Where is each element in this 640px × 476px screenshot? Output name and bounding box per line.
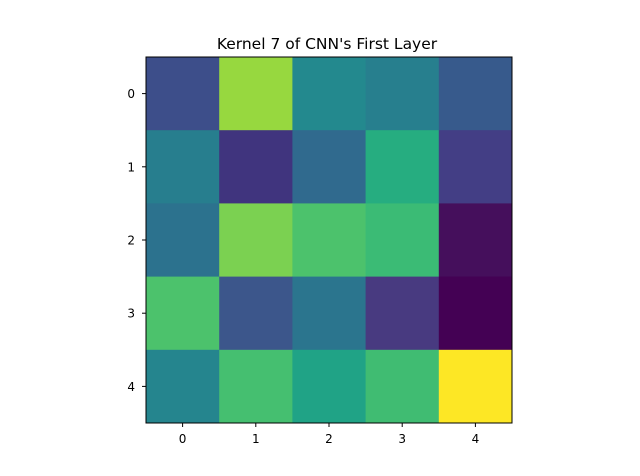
heatmap-cell-r4-c3: [365, 349, 440, 424]
heatmap-cell-r2-c0: [146, 203, 220, 278]
heatmap-cell-r4-c2: [292, 349, 367, 424]
heatmap-cell-r3-c1: [219, 276, 293, 351]
heatmap-cell-r0-c1: [219, 57, 293, 131]
heatmap-cell-r4-c0: [146, 349, 220, 424]
y-tick-label: 1: [127, 160, 135, 174]
heatmap-cell-r2-c2: [292, 203, 367, 278]
heatmap-cell-r0-c3: [365, 57, 440, 131]
heatmap-cell-r3-c0: [146, 276, 220, 351]
x-tick-label: 1: [252, 432, 260, 446]
y-tick-label: 0: [127, 87, 135, 101]
x-tick-label: 3: [398, 432, 406, 446]
heatmap-cell-r2-c3: [365, 203, 440, 278]
heatmap-cell-r1-c4: [438, 130, 513, 204]
heatmap-cell-r0-c0: [146, 57, 220, 131]
heatmap-cell-r1-c3: [365, 130, 440, 204]
heatmap-cell-r1-c1: [219, 130, 293, 204]
heatmap-cell-r1-c2: [292, 130, 367, 204]
y-tick-label: 2: [127, 234, 135, 248]
x-tick-label: 2: [325, 432, 333, 446]
heatmap-cell-r0-c4: [438, 57, 513, 131]
heatmap-cell-r2-c1: [219, 203, 293, 278]
chart-title: Kernel 7 of CNN's First Layer: [217, 35, 438, 53]
y-tick-label: 4: [127, 380, 135, 394]
heatmap-cell-r4-c4: [438, 349, 513, 424]
heatmap-cell-r4-c1: [219, 349, 293, 424]
x-tick-label: 0: [179, 432, 187, 446]
heatmap-cells: [146, 57, 513, 424]
heatmap-cell-r3-c3: [365, 276, 440, 351]
heatmap-cell-r1-c0: [146, 130, 220, 204]
heatmap-cell-r3-c4: [438, 276, 513, 351]
heatmap-cell-r0-c2: [292, 57, 367, 131]
x-tick-label: 4: [472, 432, 480, 446]
y-axis-ticks: 0 1 2 3 4: [127, 87, 146, 394]
heatmap-cell-r2-c4: [438, 203, 513, 278]
x-axis-ticks: 0 1 2 3 4: [179, 423, 479, 446]
heatmap-cell-r3-c2: [292, 276, 367, 351]
y-tick-label: 3: [127, 307, 135, 321]
